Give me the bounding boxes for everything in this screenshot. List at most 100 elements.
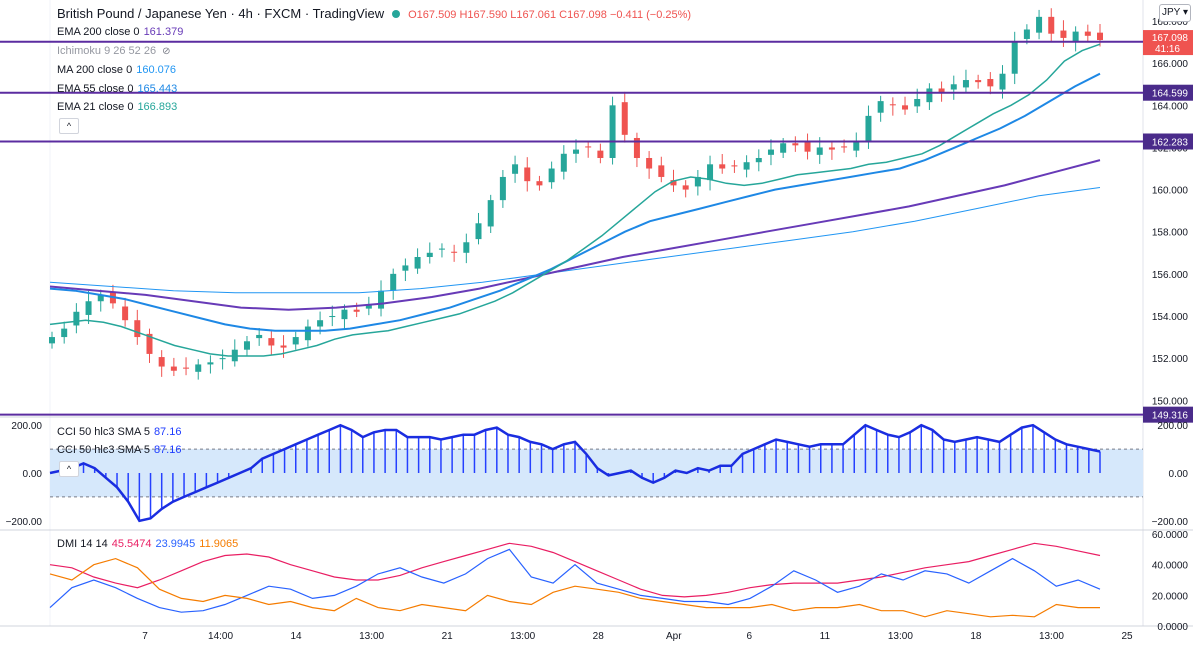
candle-body xyxy=(304,326,311,341)
legend-dmi[interactable]: DMI 14 14 45.5474 23.9945 11.9065 xyxy=(57,538,238,550)
cci-tick-label-left: 200.00 xyxy=(11,421,42,432)
legend-ma200[interactable]: MA 200 close 0 160.076 xyxy=(57,64,176,76)
legend-dmi-plus: 23.9945 xyxy=(155,538,196,550)
candle-body xyxy=(73,311,80,326)
level-badge xyxy=(1143,84,1193,101)
candle-body xyxy=(146,333,153,354)
legend-ichimoku-label: Ichimoku 9 26 52 26 xyxy=(57,45,157,57)
dmi-tick-label: 40.0000 xyxy=(1152,561,1189,572)
legend-cci-1[interactable]: CCI 50 hlc3 SMA 5 87.16 xyxy=(57,426,181,438)
time-tick-label: 13:00 xyxy=(1039,631,1064,642)
candle-body xyxy=(658,165,665,177)
level-badge xyxy=(1143,133,1193,150)
candle-body xyxy=(792,143,799,146)
legend-dmi-adx: 45.5474 xyxy=(111,538,152,550)
legend-cci-2[interactable]: CCI 50 hlc3 SMA 5 87.16 xyxy=(57,444,181,456)
candle-body xyxy=(1023,29,1030,39)
candle-body xyxy=(243,341,250,350)
collapse-legend-button[interactable]: ^ xyxy=(59,118,79,134)
cci-tick-label-right: −200.00 xyxy=(1152,517,1189,528)
time-tick-label: 13:00 xyxy=(510,631,535,642)
cci-band xyxy=(50,449,1143,497)
candle-body xyxy=(548,168,555,183)
legend-ema21[interactable]: EMA 21 close 0 166.893 xyxy=(57,101,177,113)
price-tick-label: 168.000 xyxy=(1152,17,1189,28)
candle-body xyxy=(865,115,872,142)
candle-body xyxy=(378,290,385,309)
candle-body xyxy=(841,146,848,148)
candle-body xyxy=(207,362,214,365)
time-tick-label: 21 xyxy=(442,631,454,642)
cci-tick-label-left: 0.00 xyxy=(23,469,43,480)
candle-body xyxy=(682,185,689,190)
candle-body xyxy=(475,223,482,240)
candle-body xyxy=(987,78,994,87)
price-tick-label: 164.000 xyxy=(1152,101,1189,112)
dmi-tick-label: 60.0000 xyxy=(1152,530,1189,541)
candle-body xyxy=(828,147,835,150)
candle-body xyxy=(183,367,190,369)
candle-body xyxy=(341,309,348,320)
hidden-eye-icon[interactable]: ⊘ xyxy=(162,46,171,57)
candle-body xyxy=(512,164,519,174)
candle-body xyxy=(158,357,165,367)
candle-body xyxy=(560,153,567,172)
last-price-badge xyxy=(1143,30,1193,56)
legend-ema55[interactable]: EMA 55 close 0 165.443 xyxy=(57,83,177,95)
legend-ma200-value: 160.076 xyxy=(136,64,176,76)
candle-body xyxy=(877,101,884,113)
cci-tick-label-left: −200.00 xyxy=(6,517,43,528)
legend-dmi-label: DMI 14 14 xyxy=(57,538,108,550)
candle-body xyxy=(353,309,360,312)
legend-cci-1-label: CCI 50 hlc3 SMA 5 xyxy=(57,426,150,438)
candle-body xyxy=(597,150,604,158)
level-badge-label: 164.599 xyxy=(1152,89,1189,100)
candle-body xyxy=(1072,31,1079,42)
candle-body xyxy=(292,337,299,345)
candle-body xyxy=(767,149,774,155)
candle-body xyxy=(902,105,909,110)
price-tick-label: 156.000 xyxy=(1152,270,1189,281)
candle-body xyxy=(256,334,263,339)
currency-button[interactable]: JPY ▾ xyxy=(1159,4,1191,22)
legend-ema55-label: EMA 55 close 0 xyxy=(57,83,134,95)
legend-ema21-label: EMA 21 close 0 xyxy=(57,101,134,113)
last-price-label: 167.098 xyxy=(1152,33,1189,44)
collapse-cci-legend-button[interactable]: ^ xyxy=(59,461,79,477)
legend-cci-1-value: 87.16 xyxy=(153,426,182,438)
cci-tick-label-right: 0.00 xyxy=(1169,469,1189,480)
dmi-tick-label: 0.0000 xyxy=(1157,622,1188,633)
legend-ichimoku[interactable]: Ichimoku 9 26 52 26 ⊘ xyxy=(57,45,170,57)
candle-body xyxy=(999,73,1006,90)
time-tick-label: 28 xyxy=(593,631,605,642)
time-tick-label: 18 xyxy=(970,631,982,642)
time-tick-label: 6 xyxy=(747,631,753,642)
candle-body xyxy=(780,143,787,153)
ema200-line xyxy=(49,159,1101,311)
legend-ema200[interactable]: EMA 200 close 0 161.379 xyxy=(57,26,183,38)
candle-body xyxy=(1048,16,1055,34)
level-badge-label: 149.316 xyxy=(1152,411,1189,422)
currency-label: JPY ▾ xyxy=(1162,7,1188,18)
candle-body xyxy=(49,337,55,344)
candle-body xyxy=(451,251,458,253)
candle-body xyxy=(719,164,726,169)
candle-body xyxy=(609,105,616,158)
candle-body xyxy=(61,328,68,338)
collapse-icon: ^ xyxy=(66,121,72,131)
dmi-plus-line xyxy=(49,548,1101,613)
candle-body xyxy=(1097,32,1103,41)
candle-body xyxy=(962,80,969,88)
candle-body xyxy=(1084,31,1091,36)
candle-body xyxy=(524,167,531,182)
legend-dmi-minus: 11.9065 xyxy=(199,538,239,550)
candle-body xyxy=(280,345,287,348)
candle-body xyxy=(743,162,750,170)
time-tick-label: 13:00 xyxy=(888,631,913,642)
candle-body xyxy=(731,165,738,167)
dmi-adx-line xyxy=(49,542,1101,598)
candle-body xyxy=(414,257,421,269)
legend-ema21-value: 166.893 xyxy=(137,101,178,113)
collapse-cci-icon: ^ xyxy=(66,464,72,474)
time-tick-label: 13:00 xyxy=(359,631,384,642)
